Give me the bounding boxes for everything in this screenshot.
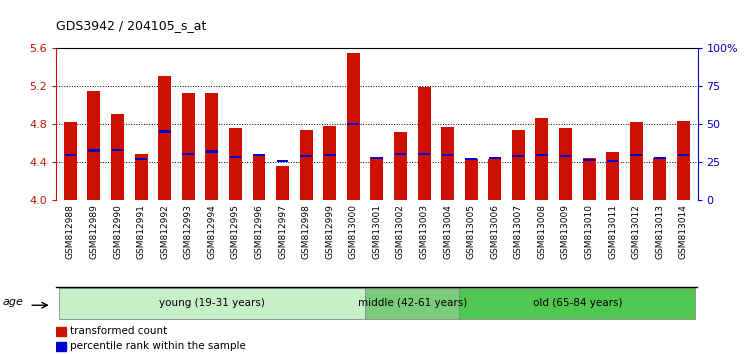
- Text: middle (42-61 years): middle (42-61 years): [358, 298, 466, 308]
- Bar: [56, 327, 66, 336]
- Bar: [347, 123, 359, 125]
- Text: GSM813012: GSM813012: [632, 204, 640, 259]
- Text: GSM812999: GSM812999: [326, 204, 334, 259]
- Bar: [88, 91, 100, 200]
- Bar: [277, 160, 289, 162]
- Bar: [442, 154, 454, 156]
- Bar: [536, 118, 548, 200]
- Text: transformed count: transformed count: [70, 326, 168, 336]
- Bar: [560, 155, 572, 157]
- Bar: [112, 149, 124, 151]
- Bar: [465, 159, 478, 200]
- Bar: [653, 158, 666, 200]
- Bar: [135, 158, 147, 160]
- Text: GSM812992: GSM812992: [160, 204, 170, 259]
- Bar: [206, 150, 218, 153]
- Bar: [370, 157, 383, 200]
- Text: GSM813006: GSM813006: [490, 204, 500, 259]
- Bar: [512, 130, 525, 200]
- Text: GSM812996: GSM812996: [254, 204, 263, 259]
- Text: GSM813013: GSM813013: [656, 204, 664, 259]
- Bar: [229, 128, 242, 200]
- Text: percentile rank within the sample: percentile rank within the sample: [70, 341, 246, 351]
- Bar: [394, 153, 406, 155]
- Text: GSM813009: GSM813009: [561, 204, 570, 259]
- Text: GSM813001: GSM813001: [372, 204, 381, 259]
- Text: GSM812998: GSM812998: [302, 204, 310, 259]
- Text: GSM813003: GSM813003: [419, 204, 428, 259]
- Bar: [56, 342, 66, 351]
- Bar: [111, 114, 124, 200]
- Text: GSM812997: GSM812997: [278, 204, 287, 259]
- Text: old (65-84 years): old (65-84 years): [532, 298, 622, 308]
- Bar: [58, 289, 365, 319]
- Text: young (19-31 years): young (19-31 years): [159, 298, 265, 308]
- Bar: [64, 154, 76, 156]
- Bar: [394, 132, 407, 200]
- Bar: [254, 154, 265, 156]
- Bar: [300, 130, 313, 200]
- Text: GDS3942 / 204105_s_at: GDS3942 / 204105_s_at: [56, 19, 206, 32]
- Bar: [253, 155, 266, 200]
- Bar: [512, 155, 524, 157]
- Text: GSM813004: GSM813004: [443, 204, 452, 259]
- Bar: [559, 128, 572, 200]
- Bar: [158, 76, 171, 200]
- Bar: [230, 156, 242, 158]
- Bar: [441, 127, 454, 200]
- Bar: [419, 153, 430, 155]
- Text: GSM813005: GSM813005: [466, 204, 476, 259]
- Text: GSM813007: GSM813007: [514, 204, 523, 259]
- Bar: [64, 122, 77, 200]
- Bar: [182, 153, 194, 155]
- Bar: [607, 160, 619, 162]
- Bar: [489, 157, 500, 159]
- Bar: [676, 121, 690, 200]
- Bar: [159, 131, 170, 132]
- Bar: [465, 158, 477, 160]
- Bar: [677, 154, 689, 156]
- Bar: [323, 126, 336, 200]
- Bar: [654, 157, 665, 159]
- Bar: [630, 154, 642, 156]
- Bar: [583, 158, 596, 200]
- Bar: [324, 154, 335, 156]
- Text: GSM812990: GSM812990: [113, 204, 122, 259]
- Bar: [276, 166, 289, 200]
- Text: GSM812989: GSM812989: [89, 204, 98, 259]
- Bar: [135, 154, 148, 200]
- Text: GSM812988: GSM812988: [66, 204, 75, 259]
- Text: GSM812991: GSM812991: [136, 204, 146, 259]
- Text: GSM813002: GSM813002: [396, 204, 405, 259]
- Bar: [418, 87, 430, 200]
- Bar: [182, 92, 195, 200]
- Bar: [206, 93, 218, 200]
- Text: GSM813011: GSM813011: [608, 204, 617, 259]
- Text: GSM813008: GSM813008: [538, 204, 547, 259]
- Bar: [460, 289, 695, 319]
- Bar: [488, 159, 501, 200]
- Text: GSM812993: GSM812993: [184, 204, 193, 259]
- Text: GSM813014: GSM813014: [679, 204, 688, 259]
- Bar: [365, 289, 460, 319]
- Text: GSM812994: GSM812994: [207, 204, 216, 259]
- Bar: [630, 122, 643, 200]
- Bar: [300, 155, 312, 157]
- Text: GSM813010: GSM813010: [584, 204, 593, 259]
- Bar: [584, 159, 595, 161]
- Bar: [536, 154, 548, 156]
- Text: age: age: [3, 297, 24, 307]
- Text: GSM812995: GSM812995: [231, 204, 240, 259]
- Bar: [346, 53, 360, 200]
- Bar: [88, 149, 100, 152]
- Text: GSM813000: GSM813000: [349, 204, 358, 259]
- Bar: [371, 157, 382, 159]
- Bar: [606, 153, 619, 200]
